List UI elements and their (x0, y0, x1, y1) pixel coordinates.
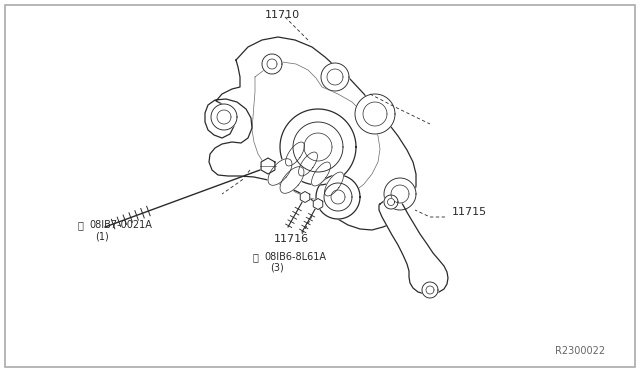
Polygon shape (363, 102, 387, 126)
Text: Ⓑ: Ⓑ (78, 220, 84, 230)
Polygon shape (426, 286, 434, 294)
Polygon shape (384, 195, 398, 209)
Text: 11716: 11716 (274, 234, 309, 244)
Polygon shape (324, 183, 352, 211)
Polygon shape (304, 133, 332, 161)
Text: R2300022: R2300022 (555, 346, 605, 356)
Text: Ⓑ: Ⓑ (253, 252, 259, 262)
Text: (3): (3) (270, 263, 284, 273)
Polygon shape (316, 175, 360, 219)
Polygon shape (327, 69, 343, 85)
Polygon shape (267, 59, 277, 69)
Polygon shape (280, 109, 356, 185)
Text: 11710: 11710 (265, 10, 300, 20)
Polygon shape (211, 104, 237, 130)
Text: (1): (1) (95, 231, 109, 241)
Polygon shape (331, 190, 345, 204)
Polygon shape (268, 159, 292, 185)
Polygon shape (217, 110, 231, 124)
Polygon shape (293, 122, 343, 172)
Polygon shape (355, 94, 395, 134)
Polygon shape (391, 185, 409, 203)
Text: 08IB6-8L61A: 08IB6-8L61A (264, 252, 326, 262)
Polygon shape (280, 167, 304, 193)
Polygon shape (324, 172, 344, 196)
Text: 11715: 11715 (452, 207, 487, 217)
Polygon shape (312, 162, 330, 186)
Polygon shape (262, 54, 282, 74)
Polygon shape (422, 282, 438, 298)
Polygon shape (299, 152, 317, 176)
Polygon shape (321, 63, 349, 91)
Polygon shape (387, 199, 394, 205)
Polygon shape (313, 199, 323, 209)
Polygon shape (379, 197, 448, 294)
Polygon shape (205, 37, 416, 230)
Polygon shape (300, 192, 310, 202)
Polygon shape (261, 158, 275, 174)
Polygon shape (384, 178, 416, 210)
Text: 08IB7-0021A: 08IB7-0021A (89, 220, 152, 230)
Polygon shape (285, 142, 305, 166)
